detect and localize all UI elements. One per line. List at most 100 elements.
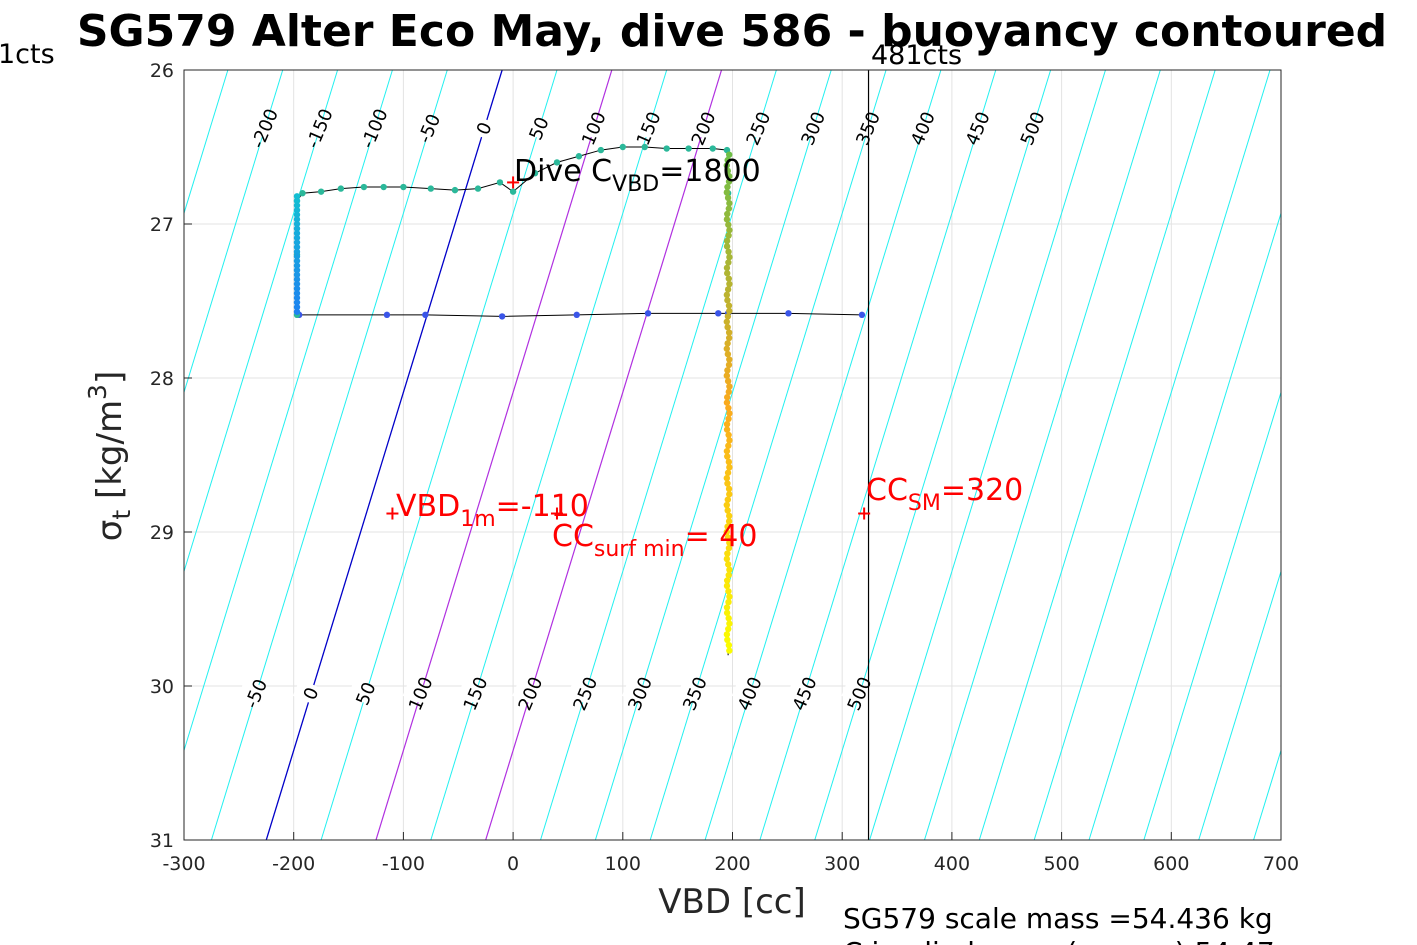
profile-point [726,593,733,600]
profile-point [723,501,730,509]
x-tick-label: 600 [1153,853,1189,875]
contour-line [210,70,448,840]
profile-point [725,415,732,423]
shallow-cluster-point [293,243,301,251]
profile-point [724,313,732,320]
shallow-cluster-point [293,202,301,209]
contour-line [1143,390,1281,840]
shallow-cluster-point [293,239,301,246]
contour-line [1088,211,1281,840]
profile-point [725,329,733,336]
contour-label-bg [786,679,823,709]
profile-point [726,566,733,573]
profile-point [724,636,731,643]
contour-label-bg [512,679,549,709]
dive-cvbd-annotation: Dive CVBD=1800 [514,154,761,197]
contour-line [649,70,887,840]
profile-point [724,561,732,568]
shallow-cluster-point [293,308,301,315]
contour-label-bg [740,113,777,144]
contour-line [0,70,173,840]
profile-point [725,221,732,228]
profile-point [724,367,731,374]
profile-point [724,210,731,218]
x-axis-label: VBD [cc] [658,882,806,922]
profile-point [724,183,731,191]
profile-point [725,442,732,449]
x-tick-label: 0 [507,853,519,875]
ascent-point [575,153,583,160]
contour-label-bg [621,679,659,709]
contour-line [978,70,1216,840]
x-tick-label: -100 [382,853,425,875]
contour-label-bg [904,113,942,144]
profile-point [725,518,733,525]
profile-point [724,523,731,530]
x-tick-label: 100 [605,853,641,875]
contour-label-bg [795,113,832,144]
profile-point [724,297,731,304]
ascent-point [509,188,517,195]
profile-point [723,426,731,433]
contour-label-bg [959,113,997,144]
contour-label-bg [630,113,667,144]
x-tick-label: -200 [272,853,315,875]
x-tick-label: 200 [714,853,750,875]
shallow-cluster-point [293,193,301,200]
profile-point [725,544,733,552]
y-tick-label: 26 [150,60,174,82]
y-tick-label: 27 [150,214,174,236]
profile-point [725,151,733,158]
profile-point [726,280,733,288]
contour-line [0,70,63,840]
profile-point [724,286,732,293]
contour-line [540,70,777,840]
contour-line [1198,569,1281,840]
contour-label-bg [237,679,275,709]
contour-label-bg [731,679,769,709]
contour-line [375,70,613,840]
contour-line [320,70,558,840]
profile-point [725,302,733,309]
shallow-cluster-point [293,280,301,288]
shallow-cluster-point [293,225,301,232]
y-axis-label: σt [kg/m3] [83,371,136,541]
contour-line [184,70,229,215]
contour-label-bg [411,113,448,144]
shallow-cluster-point [293,294,301,302]
contour-line [430,70,668,840]
profile-point [724,350,732,358]
descent-point [573,311,580,319]
profile-point [725,625,732,633]
profile-point [725,275,732,282]
profile-point [723,528,731,536]
y-tick-label: 29 [150,522,174,544]
contour-label-bg [575,113,613,144]
profile-point [724,340,731,347]
profile-point [723,162,730,169]
shallow-cluster-point [293,230,301,237]
profile-point [723,318,731,325]
contour-label-bg [356,113,393,144]
descent-point [858,311,866,319]
descent-path [299,312,862,317]
ascent-point [317,188,325,195]
shallow-cluster-point [293,303,301,311]
shallow-cluster-point [293,276,301,283]
profile-point [723,291,731,299]
contour-line [485,70,723,840]
profile-point [724,507,731,514]
profile-point [724,453,731,460]
contour-line [814,70,1052,840]
contour-line [704,70,942,840]
profile-point [723,474,731,482]
axis-ticks: -300 -200 -100 0 100 200 300 400 500 600 700 26 27 28… [150,60,1299,875]
profile-point [726,647,733,654]
profile-point [723,421,731,428]
profile-point [725,248,732,255]
ascent-point [380,183,387,191]
profile-point [726,383,733,390]
shallow-cluster-point [293,257,301,265]
profile-point [723,447,731,455]
contour-label-bg [685,113,722,144]
